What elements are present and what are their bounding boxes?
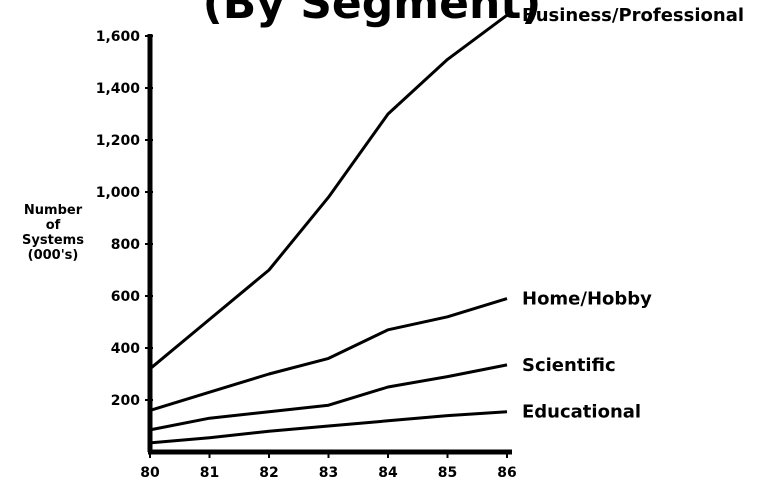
y-tick-label: 200 [111, 393, 140, 409]
chart-title: (By Segment) [203, 0, 542, 29]
y-axis-label-line: of [46, 218, 61, 233]
y-tick-label: 800 [111, 237, 140, 253]
y-axis-label-line: (000's) [28, 248, 79, 263]
series-line [149, 410, 508, 445]
x-tick-label: 81 [200, 465, 219, 481]
y-axis-label-line: Number [24, 203, 83, 218]
x-tick-label: 82 [259, 465, 278, 481]
y-tick-label: 1,200 [96, 133, 141, 149]
y-axis-ticks: 200 400 600 800 1,000 1,200 1,400 1,600 [96, 29, 153, 409]
series-line [149, 297, 508, 412]
y-tick-label: 600 [111, 289, 140, 305]
x-tick-label: 85 [438, 465, 457, 481]
y-tick-label: 1,600 [96, 29, 141, 45]
series-label: Business/Professional [522, 5, 744, 26]
series-label: Educational [522, 402, 641, 423]
y-axis-label: Number of Systems (000's) [22, 203, 84, 263]
series-line [149, 363, 508, 432]
y-axis-label-line: Systems [22, 233, 84, 248]
x-tick-label: 83 [319, 465, 338, 481]
x-tick-label: 84 [378, 465, 398, 481]
y-tick-label: 400 [111, 341, 140, 357]
series-lines [149, 13, 508, 445]
y-tick-label: 1,400 [96, 81, 141, 97]
y-tick-label: 1,000 [96, 185, 141, 201]
series-label: Scientific [522, 355, 616, 376]
series-line [149, 13, 508, 370]
x-tick-label: 86 [497, 465, 516, 481]
x-tick-label: 80 [140, 465, 160, 481]
series-label: Home/Hobby [522, 289, 652, 310]
series-labels: Business/Professional Home/Hobby Scientifi… [522, 5, 744, 423]
x-axis-ticks: 80 81 82 83 84 85 86 [140, 450, 517, 481]
